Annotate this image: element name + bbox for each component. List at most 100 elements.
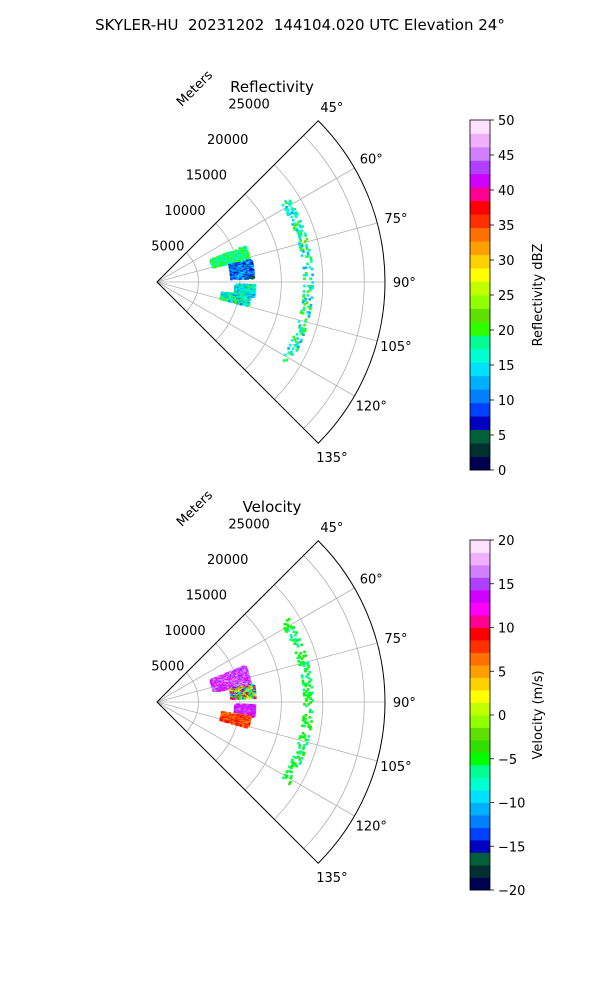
- echo-gate: [303, 302, 307, 306]
- echo-gate: [291, 639, 295, 642]
- echo-gate: [250, 266, 253, 270]
- echo-gate: [301, 657, 304, 660]
- echo-gate: [287, 624, 290, 628]
- echo-gate: [311, 281, 315, 284]
- echo-gate: [311, 286, 314, 290]
- echo-gate: [311, 273, 314, 277]
- echo-gate: [240, 295, 243, 298]
- echo-gate: [238, 271, 242, 275]
- echo-gate: [305, 699, 308, 702]
- echo-gate: [253, 287, 257, 291]
- echo-gate: [285, 206, 288, 209]
- echo-gate: [298, 330, 302, 333]
- colorbar-swatch: [470, 375, 490, 390]
- echo-gate: [230, 680, 233, 683]
- echo-gate: [218, 689, 222, 692]
- echo-gate: [287, 629, 290, 632]
- colorbar-swatch: [470, 133, 490, 148]
- echo-gate: [243, 261, 246, 265]
- echo-gate: [243, 712, 247, 716]
- range-tick-label: 15000: [186, 168, 227, 183]
- echo-gate: [238, 302, 242, 306]
- echo-gate: [231, 693, 234, 696]
- echo-gate: [247, 691, 251, 694]
- azimuth-gridline: [156, 281, 355, 397]
- echo-gate: [247, 272, 251, 276]
- echo-gate: [231, 713, 234, 717]
- echo-near-storm-mid: [229, 683, 257, 701]
- colorbar-swatch: [470, 443, 490, 457]
- echo-gate: [238, 300, 242, 304]
- echo-gate: [243, 265, 247, 269]
- echo-gate: [286, 627, 289, 631]
- echo-gate: [244, 682, 248, 686]
- echo-gate: [232, 273, 236, 276]
- echo-gate: [287, 347, 290, 350]
- echo-gate: [294, 756, 298, 760]
- echo-gate: [244, 246, 248, 250]
- echo-gate: [289, 780, 292, 784]
- echo-gate: [243, 294, 246, 298]
- echo-gate: [222, 684, 225, 687]
- echo-gate: [289, 352, 292, 355]
- echo-gate: [299, 247, 302, 250]
- echo-gate: [309, 697, 312, 700]
- echo-gate: [218, 687, 221, 690]
- echo-gate: [235, 293, 239, 297]
- echo-gate: [296, 223, 299, 226]
- echo-gate: [303, 329, 307, 333]
- echo-gate: [306, 673, 310, 676]
- echo-gate: [248, 678, 251, 682]
- echo-gate: [305, 693, 308, 697]
- echo-gate: [241, 270, 245, 274]
- echo-gate: [240, 261, 243, 265]
- echo-gate: [300, 243, 304, 246]
- echo-gate: [310, 685, 314, 689]
- colorbar-swatch: [470, 715, 490, 728]
- echo-gate: [247, 695, 251, 698]
- echo-gate: [298, 663, 302, 667]
- colorbar-swatch: [470, 200, 490, 215]
- colorbar-label: Reflectivity dBZ: [531, 244, 546, 347]
- echo-gate: [239, 722, 243, 726]
- colorbar-swatch: [470, 702, 490, 716]
- echo-gate: [248, 264, 251, 268]
- echo-gate: [290, 211, 294, 215]
- echo-gate: [306, 253, 310, 256]
- echo-gate: [247, 256, 251, 260]
- echo-gate: [246, 684, 250, 687]
- range-tick-label: 15000: [186, 588, 227, 603]
- echo-gate: [248, 689, 252, 692]
- echo-gate: [234, 301, 237, 305]
- echo-gate: [298, 762, 302, 765]
- echo-gate: [232, 687, 235, 691]
- echo-gate: [215, 689, 219, 692]
- echo-gate: [240, 272, 243, 275]
- echo-gate: [235, 723, 238, 726]
- echo-gate: [294, 639, 298, 643]
- echo-gate: [241, 707, 245, 711]
- echo-gate: [236, 275, 239, 279]
- echo-gate: [304, 299, 307, 302]
- echo-gate: [246, 264, 250, 268]
- angle-tick-label: 105°: [380, 760, 411, 775]
- colorbar-swatch: [470, 173, 490, 188]
- colorbar-tick-label: 25: [498, 289, 515, 304]
- colorbar-swatch: [470, 602, 490, 616]
- echo-gate: [216, 261, 220, 265]
- echo-gate: [221, 263, 225, 267]
- echo-gate: [242, 264, 245, 268]
- echo-gate: [308, 684, 312, 687]
- echo-gate: [251, 292, 255, 295]
- echo-gate: [234, 693, 237, 697]
- echo-gate: [243, 706, 246, 710]
- echo-gate: [235, 285, 239, 289]
- range-tick-label: 5000: [151, 239, 184, 254]
- echo-gate: [301, 311, 305, 315]
- echo-gate: [299, 225, 302, 229]
- echo-gate: [247, 688, 250, 692]
- echo-gate: [246, 719, 250, 723]
- echo-gate: [304, 684, 308, 688]
- angle-tick-label: 75°: [384, 212, 407, 227]
- colorbar-swatch: [470, 565, 490, 578]
